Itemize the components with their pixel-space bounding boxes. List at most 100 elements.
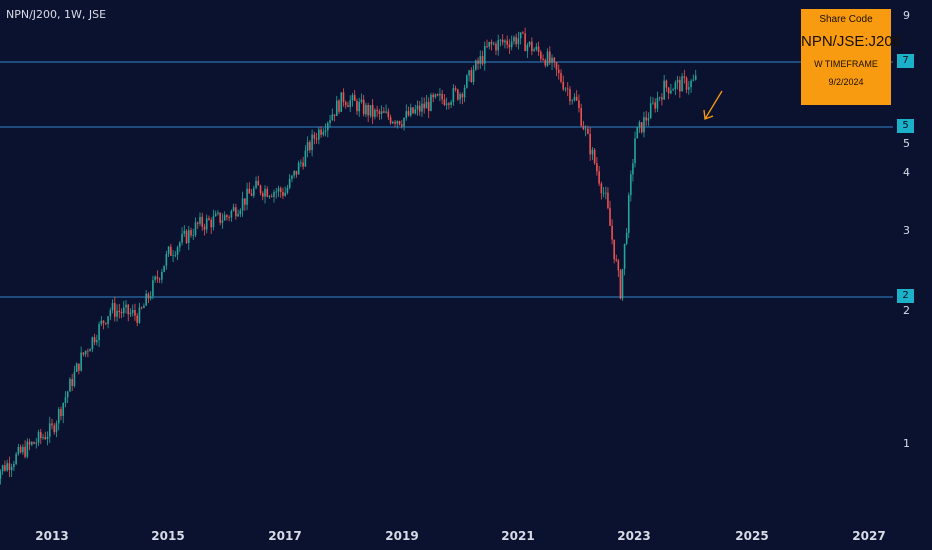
candle-body (205, 218, 208, 230)
candle-body (351, 95, 354, 101)
candle-body (376, 109, 378, 112)
candle-body (55, 423, 58, 433)
candle-body (46, 436, 49, 440)
candle-body (569, 89, 571, 102)
candle-body (670, 90, 672, 94)
candle-body (187, 230, 190, 244)
y-tick-label: 2 (903, 304, 910, 317)
candle-body (244, 198, 246, 205)
candle-body (627, 195, 630, 233)
candle-body (347, 105, 349, 107)
y-tick-label: 3 (903, 224, 910, 237)
candle-body (652, 102, 654, 104)
candle-body (1, 465, 4, 472)
candle-body (681, 76, 683, 92)
candle-body (201, 216, 204, 227)
candle-body (555, 62, 558, 70)
candle-body (643, 117, 645, 133)
x-tick-label: 2015 (151, 529, 185, 543)
candle-body (349, 100, 352, 107)
candle-body (84, 350, 87, 355)
candle-body (499, 39, 502, 41)
candle-body (481, 56, 484, 64)
candle-body (208, 218, 210, 220)
candle-body (24, 446, 26, 457)
candle-body (340, 92, 343, 112)
candle-body (255, 180, 257, 189)
candle-body (78, 363, 80, 371)
candle-body (367, 105, 369, 116)
candle-body (167, 246, 170, 255)
candle-body (683, 76, 686, 79)
candle-body (93, 337, 96, 343)
candle-body (246, 188, 248, 205)
candle-body (495, 43, 497, 51)
candle-body (297, 162, 300, 175)
candle-body (127, 304, 130, 315)
candle-body (497, 40, 500, 51)
candle-body (526, 44, 529, 52)
candle-body (66, 391, 69, 398)
candle-body (353, 95, 356, 101)
candle-body (116, 310, 118, 317)
candle-body (443, 99, 446, 105)
candle-body (279, 188, 282, 193)
candle-body (490, 41, 493, 45)
candle-body (531, 41, 533, 52)
candle-body (226, 215, 228, 218)
candle-body (625, 232, 628, 244)
candle-body (228, 217, 230, 218)
candle-body (474, 60, 477, 70)
candle-body (365, 105, 367, 115)
level-tag-5: 5 (897, 119, 914, 133)
candle-body (214, 213, 217, 217)
candle-body (457, 89, 459, 100)
candle-body (371, 105, 374, 117)
candle-body (136, 315, 139, 323)
x-tick-label: 2021 (501, 529, 535, 543)
candle-body (192, 235, 195, 237)
candle-body (219, 212, 221, 223)
candle-body (91, 337, 94, 350)
candle-body (688, 87, 690, 90)
candle-body (275, 191, 278, 193)
candle-body (33, 442, 35, 444)
candle-body (174, 254, 177, 256)
candle-body (71, 378, 73, 386)
candle-body (64, 397, 67, 404)
candle-body (452, 88, 455, 103)
level-tag-2: 2 (897, 289, 914, 303)
candle-body (398, 121, 401, 125)
candle-body (387, 111, 390, 118)
candle-body (441, 93, 443, 100)
candle-body (396, 121, 399, 124)
candle-body (515, 37, 517, 45)
candle-body (338, 100, 340, 112)
candle-body (152, 280, 154, 297)
candle-body (573, 96, 576, 101)
x-tick-label: 2013 (35, 529, 69, 543)
candle-body (607, 192, 609, 208)
candle-body (333, 114, 336, 116)
candle-body (385, 111, 387, 113)
candle-body (427, 101, 430, 111)
candle-body (392, 121, 394, 124)
candle-body (582, 125, 585, 130)
candle-body (309, 142, 311, 151)
candle-body (4, 465, 6, 471)
candle-body (120, 311, 123, 314)
candle-body (10, 466, 13, 471)
candle-body (459, 94, 461, 100)
candle-body (421, 103, 423, 112)
candle-body (302, 162, 304, 167)
candle-body (613, 239, 615, 260)
candle-body (640, 122, 643, 133)
candle-body (75, 363, 78, 372)
candle-body (44, 437, 47, 440)
candle-body (73, 371, 76, 386)
candle-body (690, 80, 692, 88)
ticker-label: NPN/J200, 1W, JSE (6, 8, 107, 21)
candle-body (403, 117, 405, 127)
candle-body (542, 58, 544, 60)
